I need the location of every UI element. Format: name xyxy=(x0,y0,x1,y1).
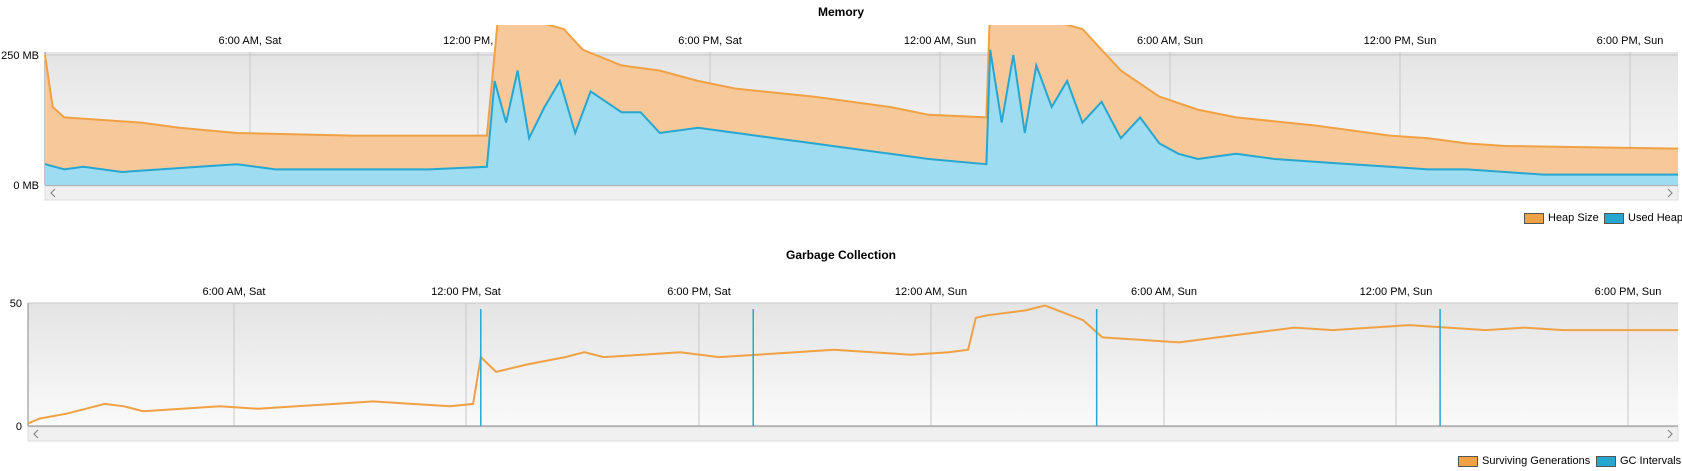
series-line-0 xyxy=(44,25,1679,150)
y-tick-label: 250 MB xyxy=(1,50,39,62)
horizontal-scrollbar xyxy=(44,185,1679,201)
time-tick-label: 12:00 PM, Sun xyxy=(1360,286,1433,298)
used-heap-swatch xyxy=(1604,212,1624,224)
time-tick-label: 6:00 PM, Sun xyxy=(1595,286,1662,298)
legend-gc-intervals-label: GC Intervals xyxy=(1620,455,1682,467)
time-tick-label: 6:00 PM, Sun xyxy=(1597,35,1664,47)
time-tick-label: 12:00 PM, Sat xyxy=(431,286,501,298)
y-tick-label: 0 xyxy=(16,421,22,433)
legend-gc-intervals: GC Intervals xyxy=(1596,455,1681,467)
time-tick-label: 6:00 PM, Sat xyxy=(667,286,731,298)
time-tick-label: 6:00 AM, Sat xyxy=(203,286,266,298)
y-tick-label: 50 xyxy=(10,298,22,310)
legend-heap-size-label: Heap Size xyxy=(1548,212,1599,224)
time-tick-label: 12:00 PM, Sun xyxy=(1364,35,1437,47)
legend-heap-size: Heap Size xyxy=(1524,212,1599,224)
scroll-right-icon xyxy=(1667,188,1673,198)
legend-surviving-generations: Surviving Generations xyxy=(1458,455,1590,467)
gc-chart-title: Garbage Collection xyxy=(785,248,897,262)
legend-used-heap-label: Used Heap xyxy=(1628,212,1682,224)
legend-used-heap: Used Heap xyxy=(1604,212,1682,224)
gc-chart: 6:00 AM, Sat 12:00 PM, Sat 6:00 PM, Sat 12:… xyxy=(10,286,1679,442)
series-line-1 xyxy=(44,49,1678,176)
scroll-left-icon xyxy=(33,429,39,439)
surviving-generations-swatch xyxy=(1458,455,1478,467)
time-tick-label: 6:00 PM, Sat xyxy=(678,35,742,47)
series-area-1 xyxy=(45,49,1678,185)
time-tick-label: 12:00 AM, Sun xyxy=(904,35,976,47)
series-area-0 xyxy=(45,25,1678,185)
gc-intervals-swatch xyxy=(1596,455,1616,467)
time-tick-label: 12:00 AM, Sun xyxy=(895,286,967,298)
scroll-right-icon xyxy=(1667,429,1673,439)
horizontal-scrollbar xyxy=(27,426,1679,442)
legend-surviving-generations-label: Surviving Generations xyxy=(1482,455,1591,467)
memory-chart: 6:00 AM, Sat 12:00 PM, Sat 6:00 PM, Sat 12:… xyxy=(1,25,1679,201)
series-line-0 xyxy=(27,304,1678,425)
time-tick-label: 6:00 AM, Sun xyxy=(1131,286,1197,298)
heap-size-swatch xyxy=(1524,212,1544,224)
memory-chart-title: Memory xyxy=(817,5,864,19)
scroll-left-icon xyxy=(50,188,56,198)
y-tick-label: 0 MB xyxy=(13,180,39,192)
time-tick-label: 6:00 AM, Sun xyxy=(1137,35,1203,47)
time-tick-label: 6:00 AM, Sat xyxy=(219,35,282,47)
